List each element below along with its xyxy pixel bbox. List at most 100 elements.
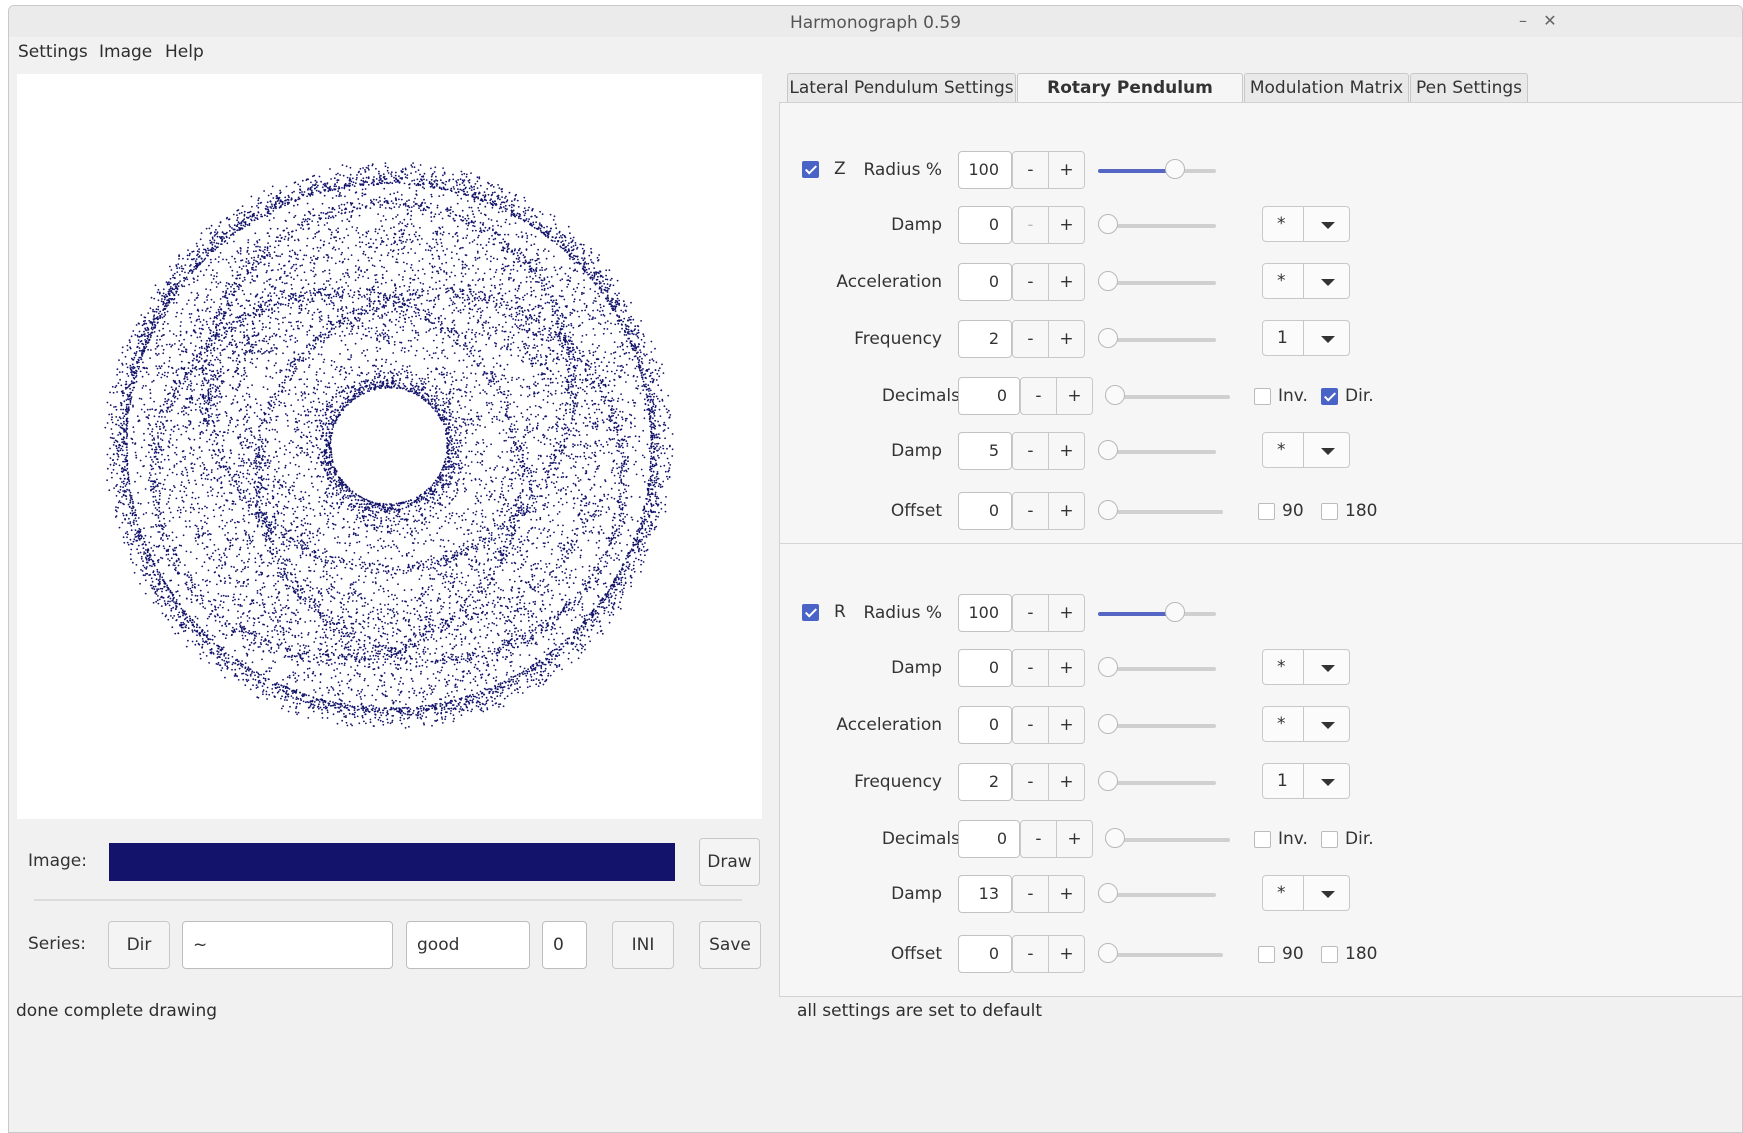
slider-knob[interactable] <box>1098 943 1118 963</box>
mode-combobox[interactable]: * <box>1262 432 1350 468</box>
increment-button[interactable]: + <box>1048 875 1085 913</box>
value-spinbox[interactable]: 0 <box>958 263 1012 301</box>
slider-knob[interactable] <box>1098 771 1118 791</box>
mode-combobox[interactable]: * <box>1262 649 1350 685</box>
slider-knob[interactable] <box>1098 440 1118 460</box>
decrement-button[interactable]: - <box>1012 594 1049 632</box>
value-spinbox[interactable]: 2 <box>958 320 1012 358</box>
value-slider[interactable] <box>1098 602 1216 622</box>
series-path-field[interactable]: ~ <box>182 921 393 969</box>
slider-knob[interactable] <box>1098 714 1118 734</box>
increment-button[interactable]: + <box>1048 763 1085 801</box>
option-checkbox[interactable] <box>1321 503 1338 520</box>
decrement-button[interactable]: - <box>1012 492 1049 530</box>
value-slider[interactable] <box>1098 440 1216 460</box>
decrement-button[interactable]: - <box>1020 377 1057 415</box>
slider-knob[interactable] <box>1164 159 1185 179</box>
close-icon[interactable]: ✕ <box>1543 11 1557 30</box>
slider-knob[interactable] <box>1098 883 1118 903</box>
value-spinbox[interactable]: 0 <box>958 820 1020 858</box>
tab-rotary-pendulum[interactable]: Rotary Pendulum Settings <box>1017 73 1243 126</box>
decrement-button[interactable]: - <box>1012 649 1049 687</box>
increment-button[interactable]: + <box>1048 706 1085 744</box>
value-slider[interactable] <box>1098 271 1216 291</box>
decrement-button[interactable]: - <box>1012 263 1049 301</box>
save-button[interactable]: Save <box>699 921 761 969</box>
draw-button[interactable]: Draw <box>699 838 760 886</box>
chevron-down-icon[interactable] <box>1321 279 1335 286</box>
value-spinbox[interactable]: 0 <box>958 706 1012 744</box>
option-checkbox[interactable] <box>1321 831 1338 848</box>
mode-combobox[interactable]: * <box>1262 706 1350 742</box>
group-z-enable-checkbox[interactable] <box>802 161 819 178</box>
menu-help[interactable]: Help <box>165 42 204 62</box>
mode-combobox[interactable]: * <box>1262 206 1350 242</box>
increment-button[interactable]: + <box>1048 206 1085 244</box>
chevron-down-icon[interactable] <box>1321 779 1335 786</box>
menu-image[interactable]: Image <box>99 42 153 62</box>
value-slider[interactable] <box>1098 943 1223 963</box>
value-slider[interactable] <box>1098 214 1216 234</box>
increment-button[interactable]: + <box>1056 820 1093 858</box>
value-spinbox[interactable]: 0 <box>958 377 1020 415</box>
decrement-button[interactable]: - <box>1012 763 1049 801</box>
slider-knob[interactable] <box>1098 500 1118 520</box>
tab-pen-settings[interactable]: Pen Settings <box>1410 73 1528 103</box>
value-spinbox[interactable]: 0 <box>958 492 1012 530</box>
decrement-button[interactable]: - <box>1012 432 1049 470</box>
decrement-button[interactable]: - <box>1020 820 1057 858</box>
image-color-bar[interactable] <box>109 843 675 881</box>
value-spinbox[interactable]: 2 <box>958 763 1012 801</box>
value-spinbox[interactable]: 0 <box>958 649 1012 687</box>
decrement-button[interactable]: - <box>1012 151 1049 189</box>
increment-button[interactable]: + <box>1048 935 1085 973</box>
increment-button[interactable]: + <box>1048 432 1085 470</box>
dir-button[interactable]: Dir <box>108 921 170 969</box>
increment-button[interactable]: + <box>1048 151 1085 189</box>
chevron-down-icon[interactable] <box>1321 665 1335 672</box>
group-r-enable-checkbox[interactable] <box>802 604 819 621</box>
value-slider[interactable] <box>1098 714 1216 734</box>
menu-settings[interactable]: Settings <box>18 42 88 62</box>
value-slider[interactable] <box>1098 771 1216 791</box>
slider-knob[interactable] <box>1105 385 1125 405</box>
decrement-button[interactable]: - <box>1012 935 1049 973</box>
value-spinbox[interactable]: 13 <box>958 875 1012 913</box>
increment-button[interactable]: + <box>1048 263 1085 301</box>
slider-knob[interactable] <box>1098 657 1118 677</box>
value-slider[interactable] <box>1098 500 1223 520</box>
increment-button[interactable]: + <box>1048 320 1085 358</box>
increment-button[interactable]: + <box>1048 594 1085 632</box>
chevron-down-icon[interactable] <box>1321 722 1335 729</box>
mode-combobox[interactable]: 1 <box>1262 320 1350 356</box>
option-checkbox[interactable] <box>1321 388 1338 405</box>
decrement-button[interactable]: - <box>1012 875 1049 913</box>
value-spinbox[interactable]: 0 <box>958 935 1012 973</box>
slider-knob[interactable] <box>1098 271 1118 291</box>
value-slider[interactable] <box>1105 828 1230 848</box>
value-spinbox[interactable]: 5 <box>958 432 1012 470</box>
value-spinbox[interactable]: 100 <box>958 594 1012 632</box>
chevron-down-icon[interactable] <box>1321 448 1335 455</box>
option-checkbox[interactable] <box>1258 946 1275 963</box>
option-checkbox[interactable] <box>1254 831 1271 848</box>
value-slider[interactable] <box>1098 883 1216 903</box>
value-slider[interactable] <box>1098 657 1216 677</box>
tab-modulation-matrix[interactable]: Modulation Matrix <box>1244 73 1409 103</box>
ini-button[interactable]: INI <box>612 921 674 969</box>
mode-combobox[interactable]: * <box>1262 263 1350 299</box>
option-checkbox[interactable] <box>1254 388 1271 405</box>
option-checkbox[interactable] <box>1321 946 1338 963</box>
value-spinbox[interactable]: 100 <box>958 151 1012 189</box>
chevron-down-icon[interactable] <box>1321 222 1335 229</box>
increment-button[interactable]: + <box>1048 649 1085 687</box>
value-slider[interactable] <box>1098 159 1216 179</box>
chevron-down-icon[interactable] <box>1321 336 1335 343</box>
decrement-button[interactable]: - <box>1012 206 1049 244</box>
series-name-field[interactable]: good <box>406 921 530 969</box>
mode-combobox[interactable]: 1 <box>1262 763 1350 799</box>
mode-combobox[interactable]: * <box>1262 875 1350 911</box>
value-slider[interactable] <box>1098 328 1216 348</box>
option-checkbox[interactable] <box>1258 503 1275 520</box>
slider-knob[interactable] <box>1105 828 1125 848</box>
